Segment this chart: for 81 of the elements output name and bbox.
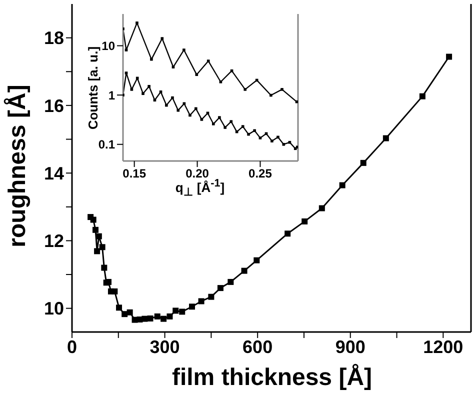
- point: [101, 264, 108, 271]
- point: [136, 76, 139, 80]
- point: [189, 304, 196, 310]
- point: [282, 142, 286, 146]
- point: [318, 205, 325, 212]
- point: [228, 278, 234, 285]
- point: [200, 118, 204, 121]
- point: [230, 120, 233, 123]
- point: [206, 60, 210, 62]
- point: [253, 129, 256, 132]
- point: [241, 125, 244, 128]
- point: [241, 268, 248, 274]
- point: [172, 308, 179, 314]
- point: [122, 311, 128, 318]
- point: [294, 147, 297, 150]
- point: [160, 316, 167, 322]
- y-tick-label: 16: [44, 96, 64, 116]
- point: [159, 90, 162, 94]
- point: [90, 216, 96, 223]
- x-tick-label: 600: [242, 336, 273, 357]
- line-series: [123, 22, 298, 104]
- point: [208, 294, 214, 300]
- y-axis-title: roughness [Å]: [4, 84, 32, 248]
- point: [148, 84, 150, 88]
- x-tick-label: 0.15: [122, 166, 146, 181]
- point: [419, 93, 426, 100]
- x-axis-title: film thickness [Å]: [172, 364, 372, 392]
- point: [154, 313, 160, 320]
- point: [270, 94, 272, 97]
- y-tick-label: 18: [44, 28, 64, 48]
- y-tick-label: 0.1: [98, 138, 116, 152]
- point: [219, 80, 222, 84]
- point: [188, 114, 192, 117]
- point: [92, 226, 99, 233]
- point: [198, 298, 204, 304]
- point: [360, 160, 366, 166]
- point: [130, 88, 134, 91]
- point: [126, 309, 133, 316]
- point: [302, 218, 308, 224]
- point: [124, 48, 128, 52]
- point: [254, 257, 260, 264]
- x-tick-label: 0: [66, 336, 78, 357]
- point: [99, 244, 106, 250]
- point: [195, 73, 198, 76]
- point: [171, 96, 174, 100]
- point: [147, 315, 154, 322]
- y-tick-label: 12: [44, 231, 64, 252]
- point: [124, 72, 128, 74]
- point: [150, 58, 153, 61]
- point: [339, 182, 346, 188]
- point: [247, 132, 250, 136]
- x-tick-label: 900: [335, 336, 366, 357]
- y-tick-label: 14: [44, 163, 64, 184]
- point: [217, 285, 224, 292]
- y-tick-label: 10: [44, 298, 64, 319]
- point: [244, 88, 247, 91]
- x-tick-label: 1200: [423, 336, 464, 357]
- point: [166, 313, 173, 320]
- point: [153, 98, 156, 102]
- x-tick-label: 0.25: [248, 166, 272, 181]
- point: [112, 288, 118, 294]
- point: [165, 104, 168, 107]
- point: [172, 66, 175, 68]
- point: [116, 304, 122, 311]
- point: [176, 108, 180, 112]
- x-tick-label: 300: [150, 336, 180, 357]
- point: [258, 136, 262, 140]
- y-axis-title: Counts [a. u.]: [86, 46, 100, 130]
- y-tick-label: 1: [108, 88, 116, 102]
- point: [382, 135, 389, 142]
- point: [206, 112, 210, 115]
- point: [446, 54, 452, 60]
- point: [194, 107, 198, 110]
- point: [284, 230, 291, 237]
- point: [94, 248, 100, 254]
- point: [179, 308, 186, 315]
- point: [160, 37, 164, 40]
- point: [276, 136, 280, 139]
- point: [182, 102, 186, 106]
- y-tick-label: 10: [102, 38, 116, 53]
- point: [264, 132, 268, 136]
